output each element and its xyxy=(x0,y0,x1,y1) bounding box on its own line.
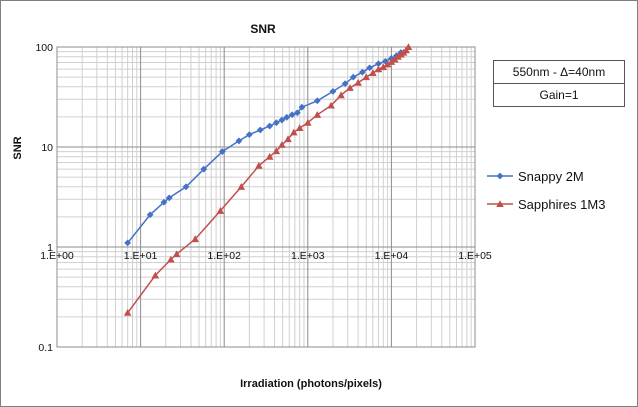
minor-gridlines xyxy=(57,47,475,347)
legend-label-snappy-2m: Snappy 2M xyxy=(518,169,584,184)
data-point-sapphires-1m3 xyxy=(191,235,200,243)
data-point-sapphires-1m3 xyxy=(369,69,377,77)
x-tick-label: 1.E+02 xyxy=(207,250,241,262)
data-point-snappy-2m xyxy=(245,131,253,139)
x-tick-label: 1.E+00 xyxy=(40,250,74,262)
data-point-sapphires-1m3 xyxy=(383,60,392,68)
data-point-sapphires-1m3 xyxy=(167,255,175,263)
data-point-snappy-2m xyxy=(359,68,366,76)
data-point-snappy-2m xyxy=(235,137,243,145)
data-point-sapphires-1m3 xyxy=(404,43,413,51)
data-point-snappy-2m xyxy=(288,111,296,119)
data-point-snappy-2m xyxy=(182,183,190,191)
data-point-snappy-2m xyxy=(329,87,337,95)
x-tick-label: 1.E+04 xyxy=(375,250,409,262)
data-point-snappy-2m xyxy=(124,239,132,247)
data-point-sapphires-1m3 xyxy=(379,63,388,71)
data-point-sapphires-1m3 xyxy=(237,182,246,190)
data-point-sapphires-1m3 xyxy=(151,271,160,279)
data-point-sapphires-1m3 xyxy=(346,84,354,91)
y-axis-label: SNR xyxy=(12,136,24,159)
chart-title: SNR xyxy=(250,22,276,36)
y-tick-label: 100 xyxy=(35,42,53,54)
legend-label-sapphires-1m3: Sapphires 1M3 xyxy=(518,197,605,212)
data-point-sapphires-1m3 xyxy=(354,78,362,86)
data-point-sapphires-1m3 xyxy=(313,110,322,118)
data-point-sapphires-1m3 xyxy=(387,58,396,65)
data-point-snappy-2m xyxy=(293,109,301,117)
major-gridlines xyxy=(56,46,476,348)
x-axis-tick-labels: 1.E+00 1.E+01 1.E+02 1.E+03 1.E+04 1.E+05 xyxy=(40,250,492,262)
legend: Snappy 2M Sapphires 1M3 xyxy=(487,169,605,212)
plot-area-border xyxy=(56,46,476,348)
data-point-sapphires-1m3 xyxy=(255,161,263,169)
gain-label: Gain=1 xyxy=(494,83,624,106)
data-point-snappy-2m xyxy=(298,103,306,111)
data-point-sapphires-1m3 xyxy=(362,73,371,81)
data-point-snappy-2m xyxy=(146,211,154,219)
data-point-sapphires-1m3 xyxy=(337,91,345,99)
series-line-snappy-2m xyxy=(127,51,402,244)
data-point-snappy-2m xyxy=(278,116,286,124)
data-point-snappy-2m xyxy=(200,165,208,173)
data-point-snappy-2m xyxy=(160,198,168,206)
data-point-sapphires-1m3 xyxy=(284,135,292,143)
data-point-sapphires-1m3 xyxy=(304,118,312,126)
data-point-sapphires-1m3 xyxy=(289,128,298,136)
data-point-snappy-2m xyxy=(341,80,349,88)
data-point-sapphires-1m3 xyxy=(272,147,281,155)
data-point-snappy-2m xyxy=(375,60,382,68)
data-point-snappy-2m xyxy=(218,148,226,155)
data-point-sapphires-1m3 xyxy=(278,141,286,148)
measurement-info-box: 550nm - Δ=40nm Gain=1 xyxy=(493,60,625,107)
data-point-snappy-2m xyxy=(283,113,291,121)
legend-marker-snappy-2m xyxy=(496,172,504,180)
y-tick-label: 0.1 xyxy=(38,342,53,354)
data-point-sapphires-1m3 xyxy=(327,101,335,109)
legend-marker-sapphires-1m3 xyxy=(496,200,504,208)
x-tick-label: 1.E+03 xyxy=(291,250,325,262)
data-point-sapphires-1m3 xyxy=(374,65,383,73)
data-point-snappy-2m xyxy=(272,119,280,127)
y-tick-label: 1 xyxy=(47,242,53,254)
x-tick-label: 1.E+01 xyxy=(124,250,158,262)
data-point-sapphires-1m3 xyxy=(265,152,274,160)
data-point-snappy-2m xyxy=(349,73,357,81)
y-tick-label: 10 xyxy=(41,142,53,154)
data-point-snappy-2m xyxy=(313,97,321,105)
data-point-sapphires-1m3 xyxy=(216,207,225,214)
data-point-sapphires-1m3 xyxy=(172,250,181,258)
data-point-sapphires-1m3 xyxy=(295,124,304,132)
data-point-snappy-2m xyxy=(256,126,264,134)
x-axis-label: Irradiation (photons/pixels) xyxy=(240,378,382,390)
data-point-snappy-2m xyxy=(165,194,173,202)
x-tick-label: 1.E+05 xyxy=(458,250,492,262)
data-point-snappy-2m xyxy=(266,122,274,130)
data-point-snappy-2m xyxy=(366,64,374,72)
series-layer xyxy=(123,43,413,316)
data-point-sapphires-1m3 xyxy=(123,308,132,316)
y-axis-tick-labels: 0.1 1 10 100 xyxy=(35,42,53,354)
wavelength-label: 550nm - Δ=40nm xyxy=(512,65,606,79)
